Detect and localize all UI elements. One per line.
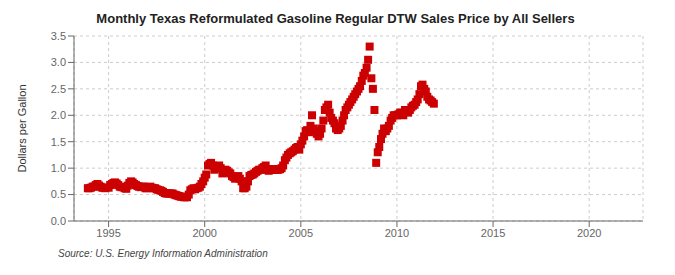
html-text:Monthly Texas Reformulated Gas: Monthly Texas Reformulated Gasoline Regu… [96,11,575,26]
svg-text:2010: 2010 [385,227,409,239]
svg-text:2.0: 2.0 [51,109,66,121]
svg-text:2005: 2005 [289,227,313,239]
svg-text:1.0: 1.0 [51,162,66,174]
svg-text:1.5: 1.5 [51,136,66,148]
svg-text:2000: 2000 [192,227,216,239]
svg-text:2015: 2015 [481,227,505,239]
svg-text:0.5: 0.5 [51,188,66,200]
svg-text:3.5: 3.5 [51,30,66,42]
svg-text:2020: 2020 [577,227,601,239]
svg-text:0.0: 0.0 [51,215,66,227]
svg-text:3.0: 3.0 [51,56,66,68]
svg-text:Dollars per Gallon: Dollars per Gallon [16,84,28,172]
html-text:Source: U.S. Energy Informatio: Source: U.S. Energy Information Administ… [58,248,268,259]
svg-text:2.5: 2.5 [51,83,66,95]
svg-text:1995: 1995 [96,227,120,239]
